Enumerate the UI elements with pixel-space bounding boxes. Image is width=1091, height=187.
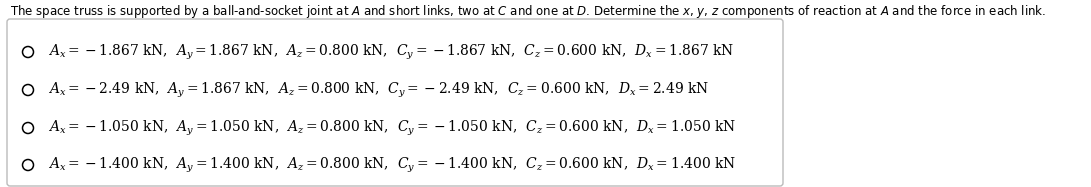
Text: The space truss is supported by a ball-and-socket joint at $A$ and short links, : The space truss is supported by a ball-a… (10, 3, 1046, 20)
Text: $A_x = -1.050$ kN,  $A_y = 1.050$ kN,  $A_z = 0.800$ kN,  $C_y = -1.050$ kN,  $C: $A_x = -1.050$ kN, $A_y = 1.050$ kN, $A_… (48, 118, 736, 138)
FancyBboxPatch shape (7, 19, 783, 186)
Text: $A_x = -1.867$ kN,  $A_y = 1.867$ kN,  $A_z = 0.800$ kN,  $C_y = -1.867$ kN,  $C: $A_x = -1.867$ kN, $A_y = 1.867$ kN, $A_… (48, 42, 734, 62)
Text: $A_x = -1.400$ kN,  $A_y = 1.400$ kN,  $A_z = 0.800$ kN,  $C_y = -1.400$ kN,  $C: $A_x = -1.400$ kN, $A_y = 1.400$ kN, $A_… (48, 155, 736, 175)
Text: $A_x = -2.49$ kN,  $A_y = 1.867$ kN,  $A_z = 0.800$ kN,  $C_y = -2.49$ kN,  $C_z: $A_x = -2.49$ kN, $A_y = 1.867$ kN, $A_z… (48, 80, 709, 100)
